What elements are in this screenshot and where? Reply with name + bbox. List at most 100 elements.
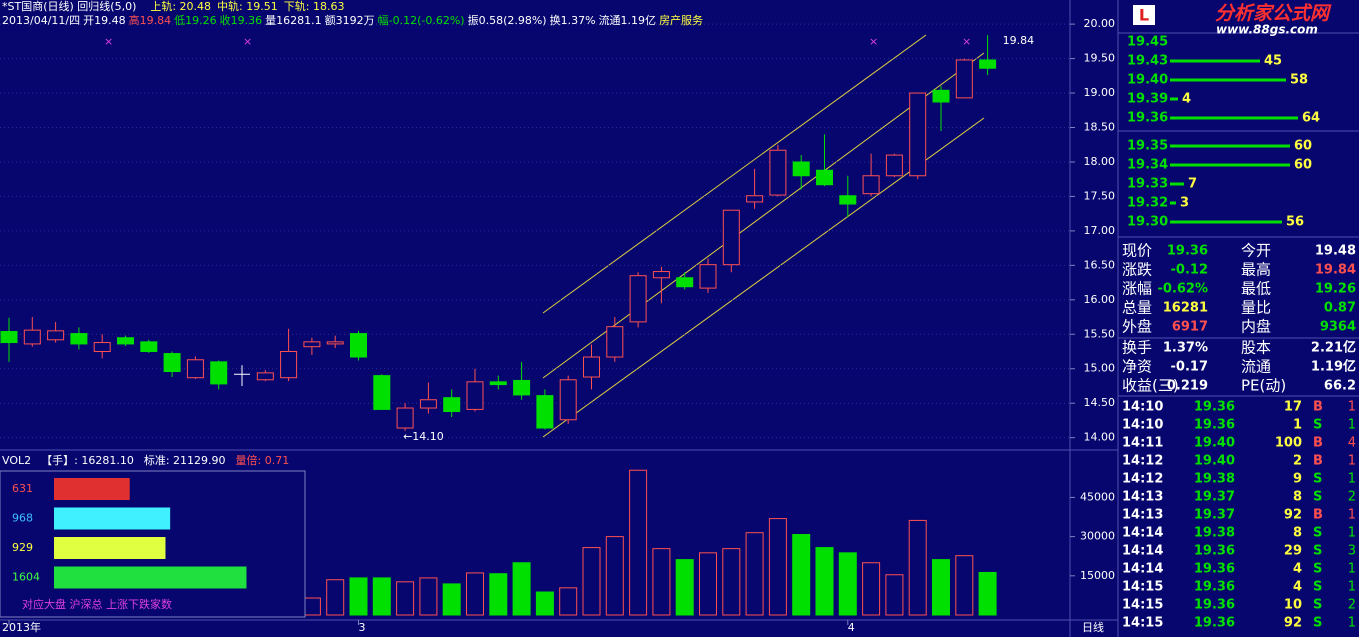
volume-bar bbox=[955, 555, 974, 616]
candle-body bbox=[117, 337, 134, 345]
trade-side: S bbox=[1313, 562, 1322, 577]
quote-label: 现价 bbox=[1122, 242, 1152, 260]
trade-count: 1 bbox=[1348, 400, 1356, 415]
candle-body bbox=[186, 359, 204, 379]
volume-bar bbox=[932, 559, 950, 616]
book-qty: 60 bbox=[1294, 139, 1312, 154]
candle-body bbox=[256, 372, 274, 381]
volume-info: 标准: 21129.90 bbox=[144, 453, 226, 467]
breadth-bar bbox=[54, 478, 130, 500]
candle-body bbox=[443, 397, 461, 412]
candle-body bbox=[93, 342, 111, 353]
trade-side: B bbox=[1313, 508, 1323, 523]
quote-label: 内盘 bbox=[1241, 318, 1271, 336]
y-tick-label: 15.00 bbox=[1084, 362, 1116, 375]
quote-value: 2.21亿 bbox=[1311, 340, 1356, 356]
trade-side: S bbox=[1313, 526, 1322, 541]
candle-body bbox=[303, 341, 321, 348]
info-item: 换1.37% bbox=[550, 13, 596, 27]
volume-bar bbox=[792, 534, 811, 616]
book-bar bbox=[1170, 144, 1290, 148]
quote-value: -0.17 bbox=[1171, 360, 1208, 375]
volume-bar bbox=[442, 583, 461, 616]
trade-volume: 4 bbox=[1293, 562, 1302, 577]
trade-volume: 2 bbox=[1293, 454, 1302, 469]
info-item: 流通1.19亿 bbox=[599, 13, 657, 27]
candle-body bbox=[350, 333, 367, 358]
candle-body bbox=[396, 407, 414, 429]
channel-label: 上轨: 20.48 bbox=[150, 0, 211, 13]
volume-bar bbox=[652, 548, 671, 616]
trade-volume: 1 bbox=[1293, 418, 1302, 433]
trade-count: 1 bbox=[1348, 526, 1356, 541]
book-qty: 58 bbox=[1290, 73, 1308, 88]
candle-body bbox=[163, 353, 181, 372]
book-price: 19.33 bbox=[1127, 177, 1168, 192]
trade-price: 19.36 bbox=[1194, 580, 1235, 595]
book-bar bbox=[1170, 220, 1282, 224]
signal-marks: × × × × bbox=[104, 35, 971, 48]
volume-title: VOL2 bbox=[2, 454, 31, 467]
trade-time: 14:12 bbox=[1122, 472, 1163, 487]
trade-volume: 8 bbox=[1293, 526, 1302, 541]
y-tick-label: 14.50 bbox=[1084, 396, 1116, 409]
volume-bar bbox=[978, 571, 997, 616]
trade-time: 14:15 bbox=[1122, 598, 1163, 613]
volume-bar bbox=[582, 547, 601, 616]
info-item: 幅-0.12(-0.62%) bbox=[378, 14, 465, 27]
info-item: 收19.36 bbox=[220, 13, 263, 27]
candle-body bbox=[280, 351, 298, 379]
trade-price: 19.40 bbox=[1194, 454, 1235, 469]
book-qty: 64 bbox=[1302, 111, 1320, 126]
candle-body bbox=[559, 379, 577, 421]
candle-body bbox=[746, 195, 764, 203]
y-tick-label: 15000 bbox=[1080, 569, 1115, 582]
book-bar bbox=[1170, 182, 1184, 186]
candle-body bbox=[210, 361, 228, 385]
trade-volume: 9 bbox=[1293, 472, 1302, 487]
trade-side: S bbox=[1313, 544, 1322, 559]
channel-upper bbox=[542, 34, 927, 314]
y-tick-label: 16.50 bbox=[1084, 258, 1116, 271]
svg-text:×: × bbox=[104, 35, 113, 48]
candle-body bbox=[606, 326, 624, 358]
candle-body bbox=[583, 356, 600, 378]
quote-label: 涨跌 bbox=[1122, 261, 1152, 279]
book-bar bbox=[1170, 97, 1178, 101]
trade-time: 14:13 bbox=[1122, 490, 1163, 505]
candle-body bbox=[885, 154, 903, 177]
candle-body bbox=[652, 271, 670, 279]
quote-value: 16281 bbox=[1163, 301, 1208, 316]
trade-price: 19.38 bbox=[1194, 472, 1235, 487]
trade-count: 2 bbox=[1348, 490, 1356, 505]
quote-value: 19.48 bbox=[1315, 244, 1356, 259]
breadth-caption: 对应大盘 沪深总 上涨下跌家数 bbox=[22, 597, 172, 611]
volume-bar bbox=[396, 581, 415, 616]
book-price: 19.45 bbox=[1127, 35, 1168, 50]
volume-bar bbox=[838, 552, 857, 616]
book-bar bbox=[1170, 59, 1260, 63]
quote-label: 总量 bbox=[1122, 299, 1152, 317]
quote-value: 1.37% bbox=[1163, 341, 1208, 356]
x-tick-label: 2013年 bbox=[2, 620, 41, 634]
quote-label: 流通 bbox=[1241, 358, 1271, 376]
trade-count: 1 bbox=[1348, 562, 1356, 577]
candle-body bbox=[862, 175, 880, 195]
book-qty: 45 bbox=[1264, 54, 1282, 69]
quote-value: 19.36 bbox=[1167, 244, 1208, 259]
y-tick-label: 16.00 bbox=[1084, 293, 1116, 306]
book-bar bbox=[1170, 163, 1290, 167]
trade-count: 2 bbox=[1348, 598, 1356, 613]
volume-bar bbox=[722, 548, 741, 616]
book-price: 19.36 bbox=[1127, 111, 1168, 126]
channel-label: 中轨: 19.51 bbox=[217, 0, 278, 13]
candle-body bbox=[47, 330, 65, 341]
quote-value: 6917 bbox=[1172, 320, 1208, 335]
volume-bar bbox=[512, 562, 531, 616]
trade-time: 14:14 bbox=[1122, 526, 1163, 541]
trade-side: S bbox=[1313, 418, 1322, 433]
trade-time: 14:12 bbox=[1122, 454, 1163, 469]
channel-label: 下轨: 18.63 bbox=[284, 0, 345, 13]
volume-bar bbox=[675, 559, 694, 616]
